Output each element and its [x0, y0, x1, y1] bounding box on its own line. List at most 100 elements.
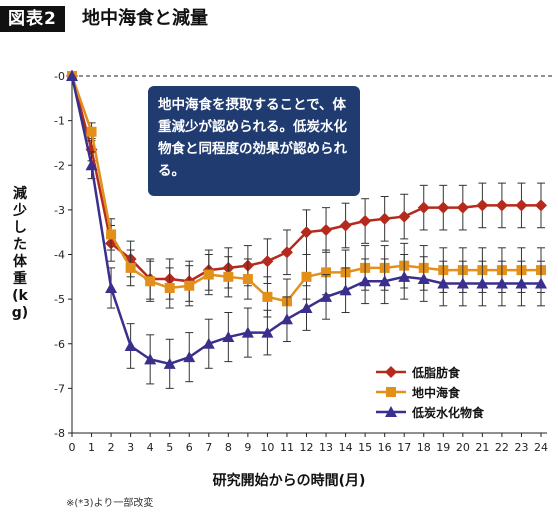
- x-tick-label: 0: [69, 441, 76, 454]
- x-tick-label: 16: [378, 441, 392, 454]
- legend-marker: [386, 387, 396, 397]
- chart-legend: 低脂肪食 地中海食 低炭水化物食: [374, 362, 484, 422]
- data-point: [321, 267, 332, 278]
- data-point: [495, 277, 508, 289]
- x-tick-label: 13: [319, 441, 333, 454]
- x-axis-label: 研究開始からの時間(月): [212, 473, 366, 489]
- figure-header: 図表2 地中海食と減量: [0, 0, 558, 34]
- data-point: [359, 275, 372, 287]
- data-point: [535, 277, 547, 289]
- data-point: [125, 262, 136, 273]
- y-tick-label: -7: [54, 382, 65, 395]
- data-point: [398, 210, 411, 223]
- x-tick-label: 17: [397, 441, 411, 454]
- data-point: [535, 199, 547, 212]
- data-point: [476, 277, 489, 289]
- figure-title: 地中海食と減量: [82, 8, 208, 29]
- x-tick-label: 24: [534, 441, 548, 454]
- data-point: [184, 280, 195, 291]
- legend-label: 地中海食: [412, 385, 461, 400]
- x-tick-label: 7: [205, 441, 212, 454]
- data-point: [437, 201, 450, 214]
- data-point: [300, 226, 313, 239]
- data-point: [223, 271, 234, 282]
- data-point: [378, 212, 391, 225]
- data-point: [105, 281, 118, 293]
- legend-swatch: [376, 406, 406, 417]
- data-point: [515, 277, 528, 289]
- x-tick-label: 12: [300, 441, 314, 454]
- data-point: [476, 199, 489, 212]
- data-point: [145, 276, 156, 287]
- x-tick-label: 11: [280, 441, 294, 454]
- data-point: [320, 290, 333, 302]
- y-tick-label: -0: [54, 70, 65, 83]
- y-tick-label: -6: [54, 338, 65, 351]
- y-tick-label: -1: [54, 115, 65, 128]
- data-point: [320, 223, 333, 236]
- data-point: [359, 215, 372, 228]
- data-point: [262, 291, 273, 302]
- data-point: [301, 271, 312, 282]
- x-tick-label: 20: [456, 441, 470, 454]
- data-point: [417, 273, 430, 285]
- x-tick-label: 14: [339, 441, 353, 454]
- data-point: [242, 274, 253, 285]
- x-tick-label: 3: [127, 441, 134, 454]
- x-tick-label: 15: [358, 441, 372, 454]
- data-point: [66, 70, 78, 81]
- x-tick-label: 9: [244, 441, 251, 454]
- y-tick-label: -4: [54, 249, 65, 262]
- callout-box: 地中海食を摂取することで、体重減少が認められる。低炭水化物食と同程度の効果が認め…: [148, 86, 360, 196]
- data-point: [456, 277, 469, 289]
- x-tick-label: 2: [108, 441, 115, 454]
- y-axis-label: 減少した体重(kg): [11, 186, 29, 321]
- figure-badge: 図表2: [0, 6, 65, 32]
- data-point: [163, 357, 176, 369]
- x-tick-label: 10: [260, 441, 274, 454]
- data-point: [300, 302, 313, 314]
- x-tick-label: 18: [417, 441, 431, 454]
- data-point: [398, 270, 411, 282]
- x-tick-label: 22: [495, 441, 509, 454]
- x-tick-label: 23: [514, 441, 528, 454]
- legend-label: 低脂肪食: [412, 365, 461, 380]
- data-point: [339, 284, 352, 296]
- data-point: [144, 353, 157, 365]
- x-tick-label: 1: [88, 441, 95, 454]
- x-tick-label: 19: [436, 441, 450, 454]
- y-tick-label: -5: [54, 293, 65, 306]
- data-point: [202, 337, 215, 349]
- legend-marker: [385, 366, 397, 378]
- data-point: [86, 126, 97, 137]
- data-point: [456, 201, 469, 214]
- legend-swatch: [376, 366, 406, 378]
- source-note: ※(*3)より一部改変: [66, 498, 154, 509]
- data-point: [183, 351, 196, 363]
- y-tick-label: -3: [54, 204, 65, 217]
- x-tick-label: 6: [186, 441, 193, 454]
- data-point: [339, 219, 352, 232]
- y-tick-label: -8: [54, 427, 65, 440]
- data-point: [515, 199, 528, 212]
- x-tick-label: 8: [225, 441, 232, 454]
- data-point: [417, 201, 430, 214]
- data-point: [106, 229, 117, 240]
- legend-item: 地中海食: [374, 382, 484, 402]
- x-tick-label: 4: [147, 441, 154, 454]
- legend-marker: [385, 406, 397, 417]
- data-point: [222, 331, 235, 343]
- data-point: [378, 275, 391, 287]
- x-tick-label: 5: [166, 441, 173, 454]
- y-tick-label: -2: [54, 159, 65, 172]
- data-point: [203, 269, 214, 280]
- series-3: [66, 70, 547, 389]
- legend-item: 低脂肪食: [374, 362, 484, 382]
- data-point: [124, 339, 137, 351]
- data-point: [280, 313, 293, 325]
- data-point: [280, 246, 293, 259]
- data-point: [164, 282, 175, 293]
- legend-swatch: [376, 387, 406, 397]
- data-point: [261, 255, 274, 268]
